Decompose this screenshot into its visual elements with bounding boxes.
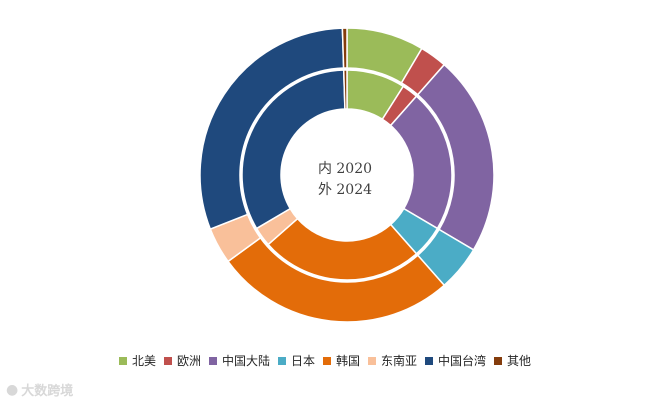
inner-slice-6 [241,69,346,230]
legend-item: 北美 [118,352,156,369]
outer-ring-2024 [199,27,495,323]
legend-label: 东南亚 [381,354,418,368]
legend-item: 中国大陆 [208,352,270,369]
inner-ring-2020 [241,69,453,281]
legend-label: 韩国 [336,354,361,368]
legend-swatch [118,356,127,365]
chat-bubble-icon: ● [6,381,19,398]
legend-item: 欧洲 [163,352,201,369]
legend-item: 东南亚 [368,352,417,369]
legend-label: 中国大陆 [221,354,270,368]
legend-label: 欧洲 [176,354,201,368]
legend-label: 中国台湾 [438,354,487,368]
watermark: ● 大数跨境 [6,380,74,400]
legend-swatch [323,356,331,365]
legend-item: 中国台湾 [425,352,486,369]
center-label-inner: 内 2020 [317,161,373,177]
legend-item: 日本 [277,352,315,369]
legend-swatch [208,356,217,365]
legend-item: 其他 [494,352,531,369]
legend-label: 日本 [290,354,315,368]
outer-slice-7 [341,27,348,69]
legend-item: 韩国 [323,352,360,369]
chart-legend: 北美 欧洲 中国大陆 日本 韩国 东南亚 中国台湾 其他 [0,352,650,369]
watermark-text: 大数跨境 [21,384,74,399]
legend-swatch [425,356,434,365]
legend-swatch [368,356,377,365]
legend-swatch [163,356,172,365]
center-label-outer: 外 2024 [317,182,373,198]
legend-swatch [494,356,503,365]
legend-label: 其他 [507,354,532,368]
legend-label: 北美 [131,354,156,368]
inner-slice-7 [342,69,348,110]
legend-swatch [277,356,286,365]
